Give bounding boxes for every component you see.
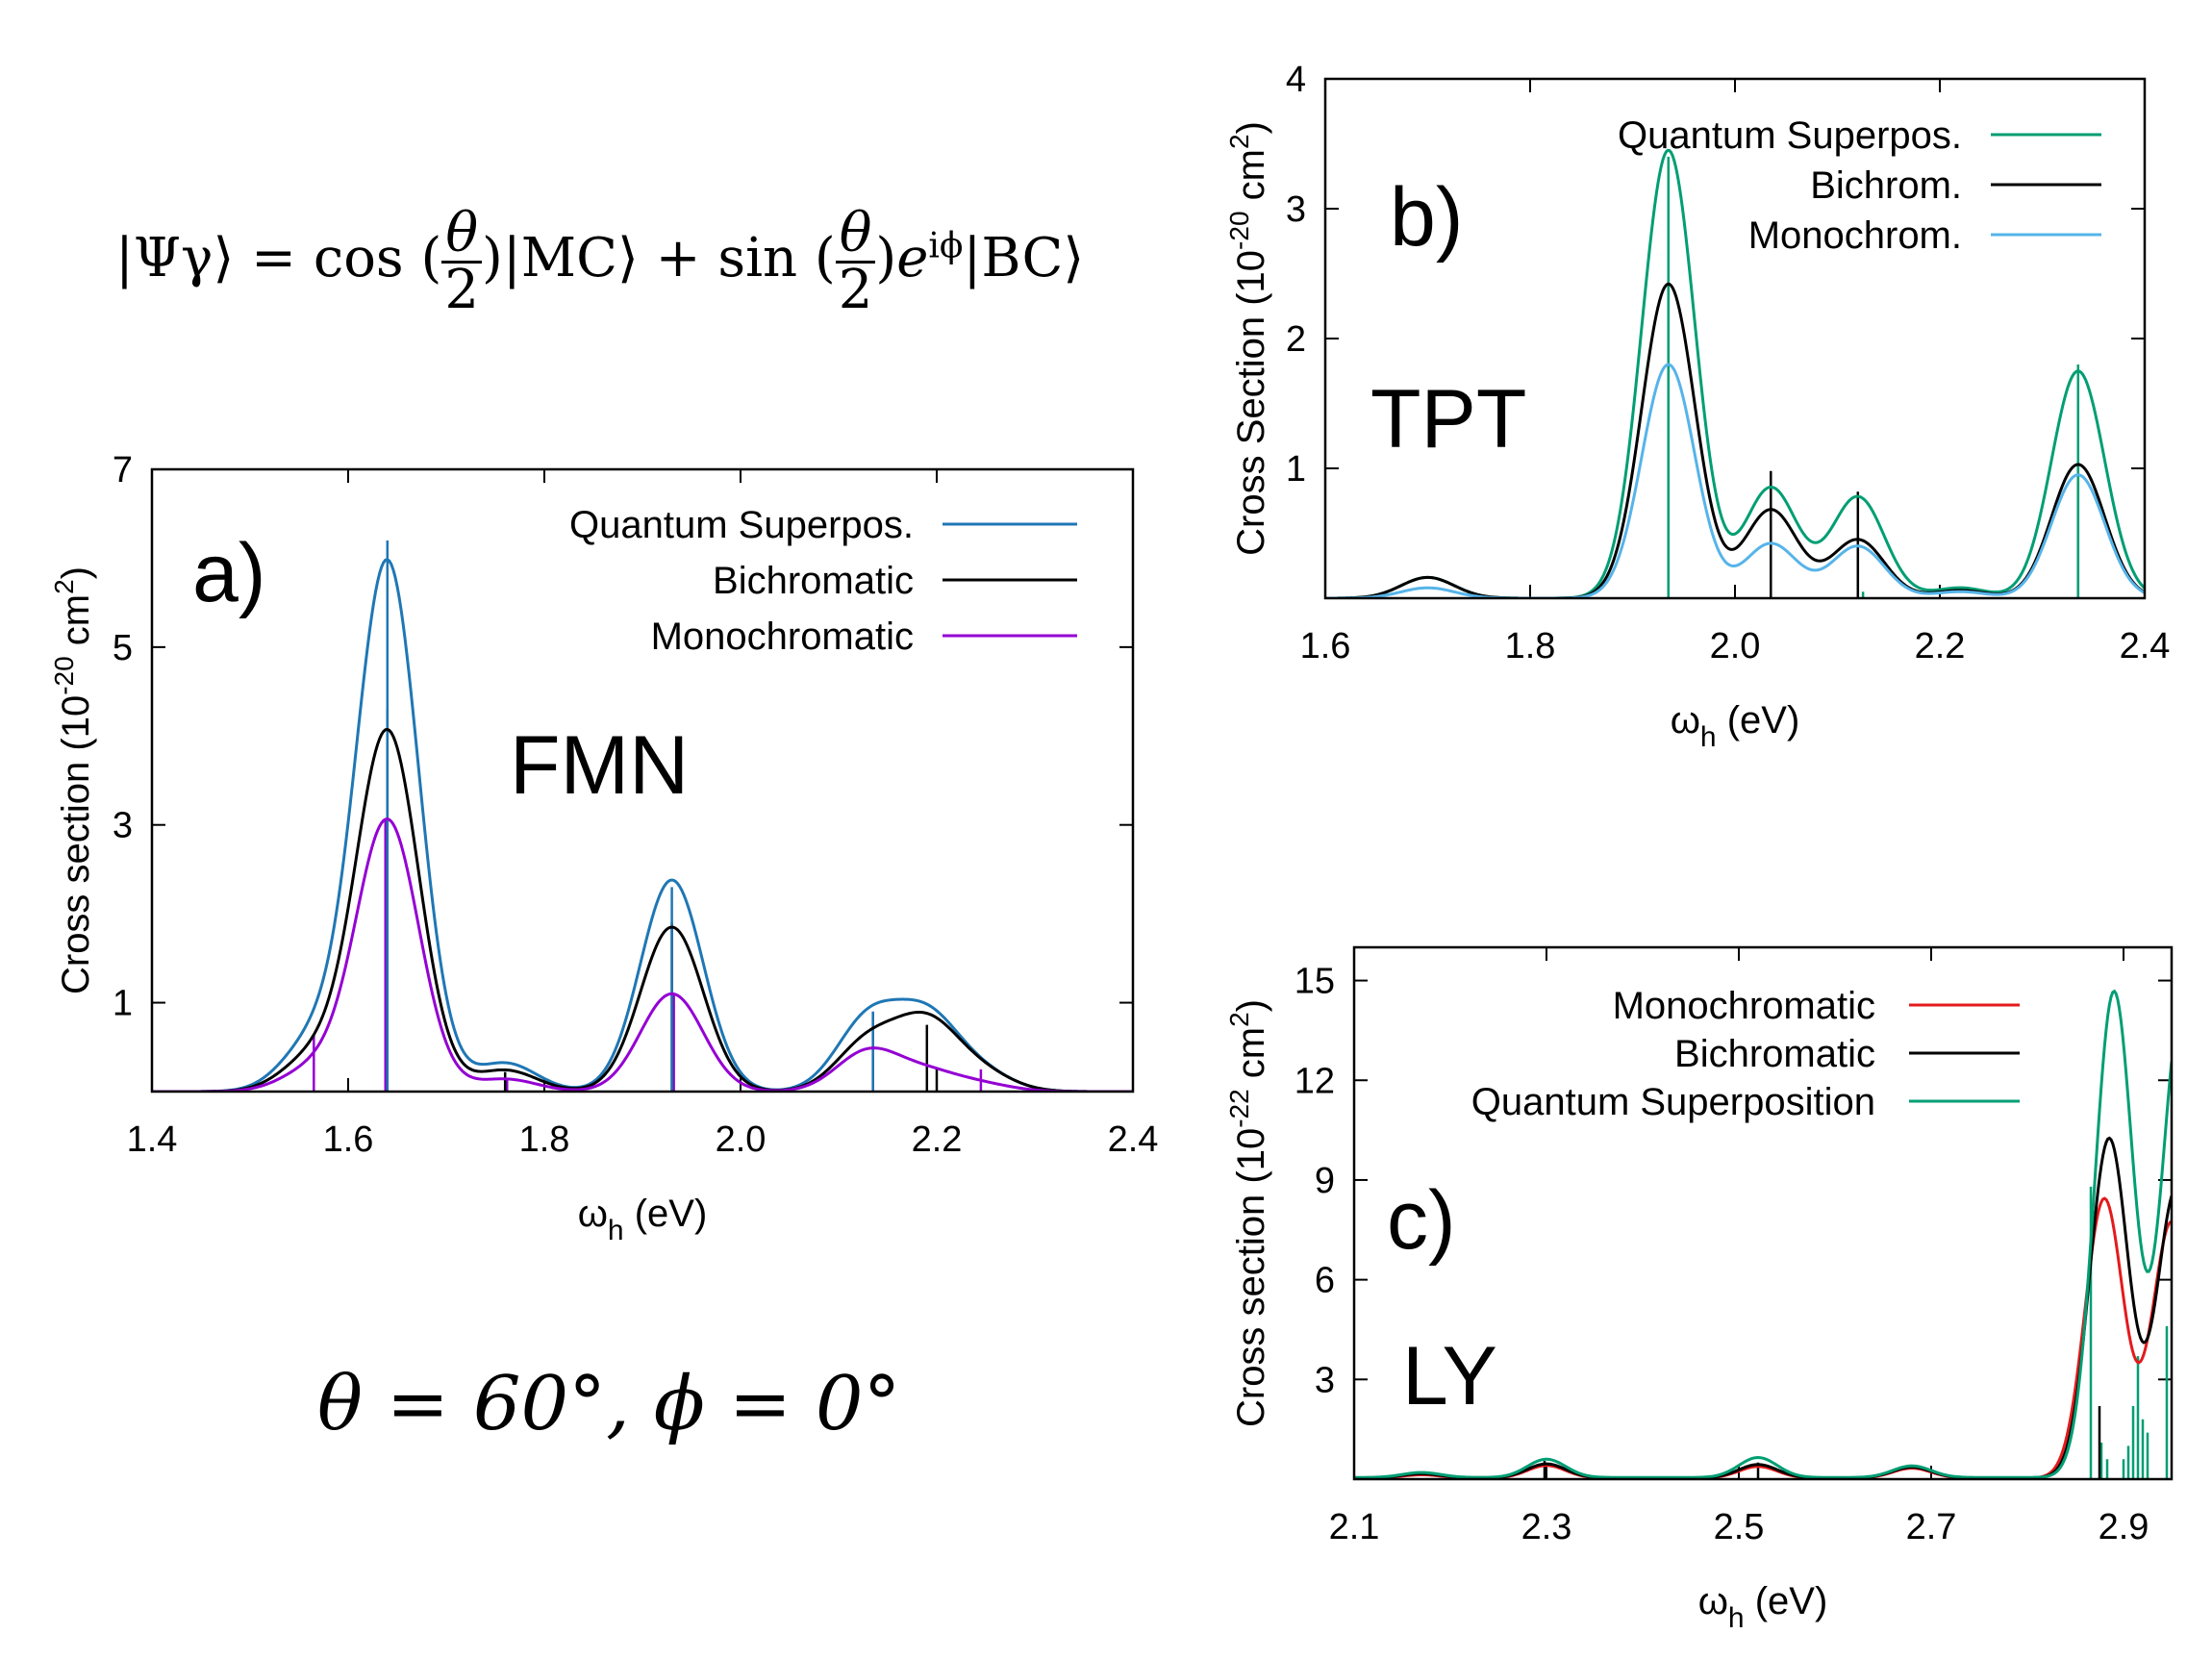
y-tick-label: 6	[1315, 1261, 1335, 1301]
x-tick-label: 1.6	[1300, 626, 1351, 666]
series-bichromatic	[152, 727, 1133, 1092]
y-tick-label: 2	[1286, 319, 1306, 360]
series-bichromatic	[1354, 1136, 2172, 1479]
y-tick-label: 5	[113, 628, 133, 668]
panel-label: a)	[192, 527, 265, 619]
plot-frame	[1323, 77, 2147, 600]
y-axis-label: Cross section (10-22 cm2)	[1224, 999, 1272, 1427]
y-tick-label: 4	[1286, 60, 1306, 100]
panel-a: 1.4 1.6 1.8 2.0 2.2 2.4 1 3 5 7 Quantum Superpos. B…	[49, 450, 1158, 1246]
x-tick-label: 2.4	[2120, 626, 2171, 666]
curves-a	[152, 558, 1133, 1092]
series-monochromatic	[152, 817, 1133, 1092]
legend-label: Quantum Superpos.	[569, 504, 914, 546]
legend-label: Quantum Superpos.	[1618, 114, 1962, 157]
x-tick-label: 2.3	[1521, 1507, 1572, 1547]
y-tick-label: 12	[1295, 1061, 1335, 1101]
panel-c: 2.1 2.3 2.5 2.7 2.9 3 6 9 12 15 Monochromatic Bichr…	[1224, 945, 2174, 1634]
y-axis-label: Cross Section (10-20 cm2)	[1224, 121, 1272, 556]
y-tick-label: 3	[1315, 1360, 1335, 1400]
molecule-label: TPT	[1370, 373, 1526, 465]
legend-label: Monochromatic	[1613, 985, 1875, 1027]
y-tick-label: 7	[113, 450, 133, 490]
x-tick-label: 2.2	[912, 1119, 963, 1160]
x-tick-label: 2.2	[1915, 626, 1966, 666]
x-axis-label: ωh (eV)	[1698, 1580, 1828, 1634]
legend-label: Quantum Superposition	[1471, 1081, 1875, 1123]
x-tick-label: 2.1	[1329, 1507, 1380, 1547]
x-tick-label: 1.6	[323, 1119, 374, 1160]
y-axis-label: Cross section (10-20 cm2)	[49, 566, 97, 994]
sticks-c	[1543, 1186, 2169, 1479]
x-tick-label: 1.4	[127, 1119, 178, 1160]
x-tick-label: 2.0	[1710, 626, 1761, 666]
y-tick-label: 1	[113, 984, 133, 1024]
x-tick-label: 1.8	[1505, 626, 1556, 666]
x-tick-label: 2.0	[716, 1119, 767, 1160]
legend-label: Bichromatic	[713, 560, 914, 602]
legend-label: Monochromatic	[651, 616, 914, 658]
legend-label: Monochrom.	[1748, 214, 1962, 257]
legend-label: Bichromatic	[1674, 1033, 1875, 1075]
angle-equation: θ = 60°, ϕ = 0°	[317, 1361, 901, 1447]
y-tick-label: 15	[1295, 962, 1335, 1002]
series-monochrom-	[1325, 363, 2145, 598]
panel-label: b)	[1390, 171, 1463, 264]
legend-label: Bichrom.	[1810, 164, 1962, 207]
state-equation: |Ψγ⟩ = cos (θ 2)|MC⟩ + sin (θ 2)eiϕ|BC⟩	[115, 202, 1085, 321]
y-tick-label: 3	[1286, 189, 1306, 230]
molecule-label: FMN	[510, 719, 689, 812]
molecule-label: LY	[1402, 1330, 1497, 1422]
series-quantum-superposition	[1354, 989, 2172, 1479]
x-axis-label: ωh (eV)	[578, 1193, 708, 1246]
plot-frame	[150, 467, 1135, 1093]
y-tick-label: 3	[113, 806, 133, 846]
plot-frame	[1352, 945, 2174, 1481]
x-tick-label: 2.5	[1714, 1507, 1765, 1547]
sticks-a	[313, 540, 983, 1092]
panel-label: c)	[1387, 1174, 1456, 1267]
y-tick-label: 1	[1286, 449, 1306, 490]
y-tick-label: 9	[1315, 1161, 1335, 1201]
series-quantum-superpos-	[152, 558, 1133, 1092]
curves-b	[1325, 148, 2145, 598]
x-tick-label: 2.7	[1906, 1507, 1957, 1547]
panel-b: 1.6 1.8 2.0 2.2 2.4 1 2 3 4 Quantum Superpos. Bich…	[1224, 60, 2170, 753]
x-tick-label: 2.9	[2099, 1507, 2149, 1547]
x-tick-label: 1.8	[519, 1119, 570, 1160]
x-axis-label: ωh (eV)	[1671, 699, 1800, 753]
sticks-b	[1667, 157, 2080, 598]
x-tick-label: 2.4	[1108, 1119, 1159, 1160]
